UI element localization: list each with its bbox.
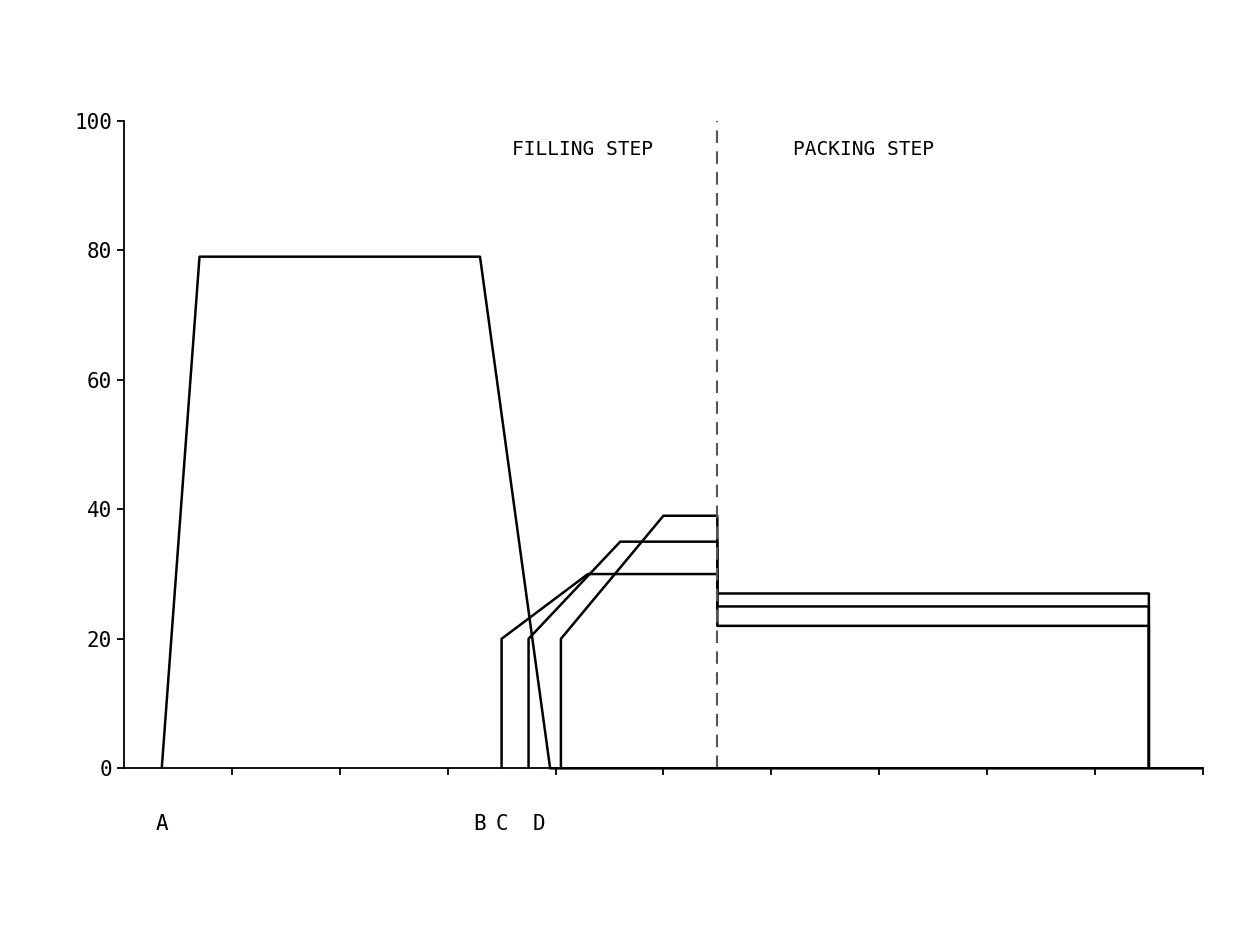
Text: PACKING STEP: PACKING STEP <box>792 140 934 159</box>
Text: B: B <box>474 814 486 834</box>
Text: A: A <box>155 814 169 834</box>
Text: C: C <box>495 814 508 834</box>
Text: FILLING STEP: FILLING STEP <box>512 140 653 159</box>
Text: D: D <box>533 814 546 834</box>
